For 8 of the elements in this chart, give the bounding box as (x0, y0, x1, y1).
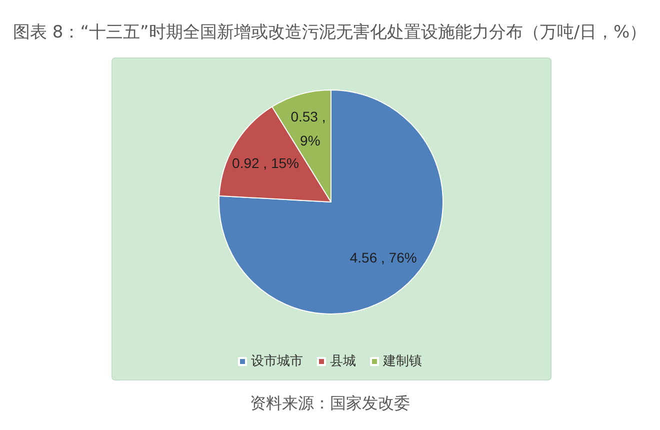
data-label: 0.92 , 15% (232, 155, 299, 172)
chart-title: 图表 8：“十三五”时期全国新增或改造污泥无害化处置设施能力分布（万吨/日，%） (13, 22, 647, 42)
legend-label: 建制镇 (382, 354, 422, 369)
data-label: 0.53 , 9% (290, 108, 330, 149)
legend-label: 设市城市 (251, 354, 303, 369)
data-label: 4.56 , 76% (350, 249, 417, 266)
text: 资料来源：国家发改委 (250, 394, 410, 412)
legend-label: 县城 (330, 354, 356, 369)
